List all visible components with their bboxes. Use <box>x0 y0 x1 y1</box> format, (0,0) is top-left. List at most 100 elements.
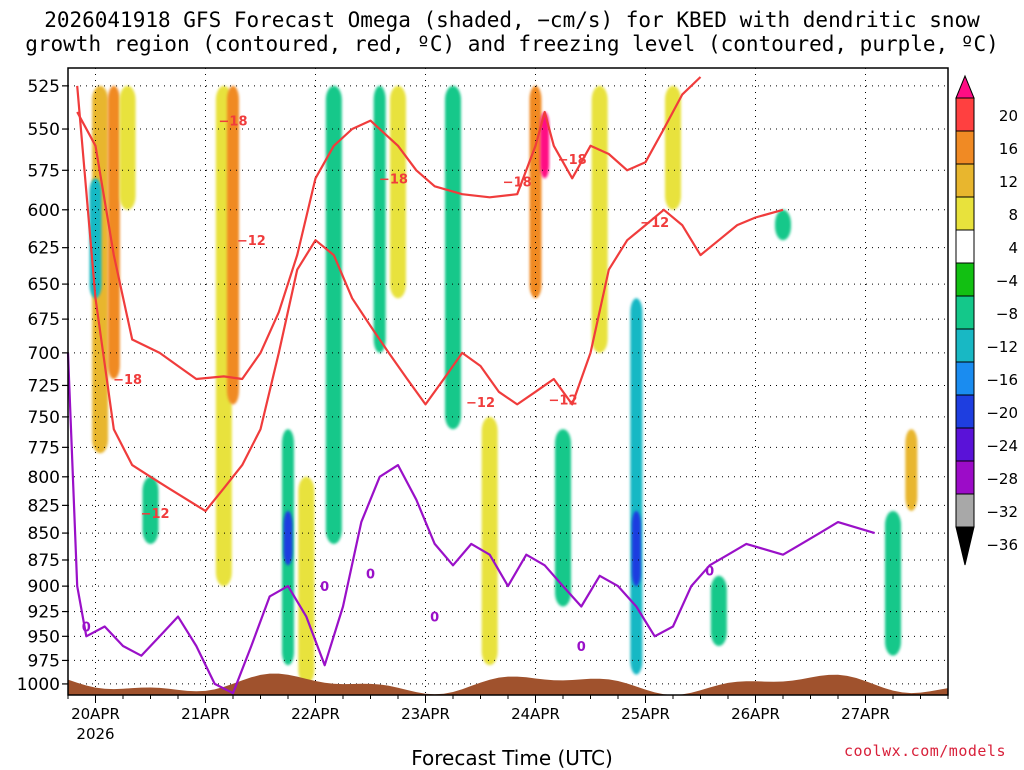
colorbar-segment <box>955 328 975 363</box>
colorbar-segment <box>955 196 975 231</box>
colorbar-label: 12 <box>999 173 1018 191</box>
contour-label: 0 <box>320 580 329 595</box>
contour-label: 0 <box>82 620 91 635</box>
colorbar-segment <box>955 163 975 198</box>
omega-shade <box>555 429 571 607</box>
contour-label: −18 <box>379 172 408 187</box>
omega-shade <box>119 85 136 210</box>
omega-shade <box>142 476 159 544</box>
omega-shade <box>445 85 461 430</box>
omega-shade <box>227 85 239 405</box>
y-tick-label: 600 <box>28 201 60 221</box>
y-tick-label: 900 <box>28 577 60 597</box>
contour-line <box>66 352 876 695</box>
y-tick-label: 850 <box>28 524 60 544</box>
y-tick-label: 825 <box>28 496 60 516</box>
colorbar-label: 20 <box>999 107 1018 125</box>
y-tick-label: 750 <box>28 408 60 428</box>
omega-shade <box>665 85 681 210</box>
y-tick-label: 975 <box>28 651 60 671</box>
contour-label: −18 <box>113 373 142 388</box>
contour-line <box>76 85 784 513</box>
colorbar-segment <box>955 262 975 297</box>
y-tick-label: 525 <box>28 77 60 97</box>
omega-shade <box>630 298 643 675</box>
contour-label: 0 <box>366 568 375 583</box>
y-tick-label: 625 <box>28 239 60 259</box>
contour-label: −12 <box>640 216 669 231</box>
y-tick-label: 875 <box>28 551 60 571</box>
omega-shade <box>298 476 315 684</box>
colorbar-label: −8 <box>996 305 1018 323</box>
chart-title-line-1: 2026041918 GFS Forecast Omega (shaded, −… <box>44 8 980 32</box>
colorbar-segment <box>955 526 975 566</box>
contour-label: −12 <box>141 507 170 522</box>
colorbar-label: −16 <box>986 371 1018 389</box>
x-tick-label: 20APR <box>71 705 120 723</box>
y-tick-label: 800 <box>28 468 60 488</box>
y-tick-label: 775 <box>28 438 60 458</box>
y-tick-label: 550 <box>28 120 60 140</box>
contour-label: −12 <box>237 234 266 249</box>
x-tick-label: 22APR <box>291 705 340 723</box>
ground-surface <box>68 673 948 695</box>
contour-line <box>76 76 702 381</box>
omega-shade <box>107 85 120 380</box>
colorbar-label: −24 <box>986 437 1018 455</box>
colorbar-label: −32 <box>986 503 1018 521</box>
omega-shade <box>373 85 386 353</box>
omega-shade <box>905 429 918 511</box>
x-axis-title: Forecast Time (UTC) <box>411 746 613 770</box>
colorbar-label: −28 <box>986 470 1018 488</box>
omega-shade <box>325 85 342 544</box>
x-tick-label: 25APR <box>621 705 670 723</box>
omega-shade <box>885 510 901 656</box>
x-tick-label: 23APR <box>401 705 450 723</box>
contour-label: −18 <box>503 176 532 191</box>
omega-shade <box>710 575 727 647</box>
contour-label: 0 <box>577 640 586 655</box>
y-tick-label: 950 <box>28 627 60 647</box>
y-tick-label: 725 <box>28 376 60 396</box>
colorbar-label: −4 <box>996 272 1018 290</box>
omega-shade <box>775 209 791 241</box>
y-tick-label: 675 <box>28 310 60 330</box>
chart-title-line-2: growth region (contoured, red, ºC) and f… <box>25 32 999 56</box>
colorbar-segment <box>955 394 975 429</box>
colorbar-segment <box>955 295 975 330</box>
x-tick-label: 27APR <box>841 705 890 723</box>
contour-label: −18 <box>558 153 587 168</box>
y-tick-label: 925 <box>28 603 60 623</box>
colorbar-segment <box>955 493 975 528</box>
contour-label: −12 <box>466 396 495 411</box>
colorbar-label: −20 <box>986 404 1018 422</box>
x-tick-label: 21APR <box>181 705 230 723</box>
colorbar-label: −12 <box>986 338 1018 356</box>
colorbar-label: 8 <box>1008 206 1018 224</box>
contour-label: 0 <box>430 611 439 626</box>
omega-shade <box>481 416 498 666</box>
contour-label: 0 <box>705 565 714 580</box>
omega-shade <box>283 510 293 566</box>
colorbar-segment <box>955 130 975 165</box>
y-tick-label: 650 <box>28 275 60 295</box>
colorbar-segment <box>955 460 975 495</box>
colorbar-label: 16 <box>999 140 1018 158</box>
contour-label: −18 <box>219 115 248 130</box>
credit-link[interactable]: coolwx.com/models <box>843 742 1006 760</box>
contour-label: −12 <box>549 393 578 408</box>
colorbar-label: −36 <box>986 536 1018 554</box>
omega-shade <box>631 510 641 587</box>
plot-frame <box>67 67 949 696</box>
y-tick-label: 575 <box>28 161 60 181</box>
colorbar-label: 4 <box>1008 239 1018 257</box>
omega-shade <box>390 85 406 299</box>
x-tick-label: 24APR <box>511 705 560 723</box>
colorbar-segment <box>955 361 975 396</box>
colorbar-segment <box>955 74 975 99</box>
y-tick-label: 1000 <box>17 675 60 695</box>
colorbar-segment <box>955 97 975 132</box>
colorbar-segment <box>955 229 975 264</box>
x-tick-year: 2026 <box>76 725 114 743</box>
